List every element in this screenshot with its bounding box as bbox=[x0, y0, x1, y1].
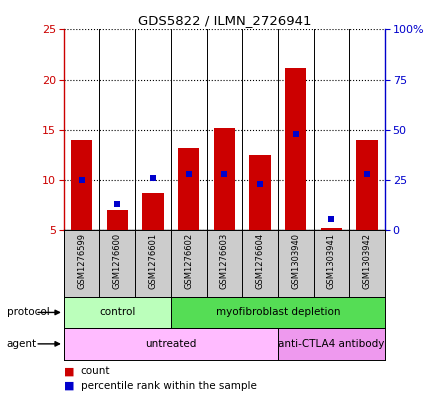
Point bbox=[292, 130, 299, 137]
Text: protocol: protocol bbox=[7, 307, 49, 318]
Text: anti-CTLA4 antibody: anti-CTLA4 antibody bbox=[278, 339, 385, 349]
Point bbox=[363, 171, 370, 177]
Text: GSM1303940: GSM1303940 bbox=[291, 233, 300, 289]
Title: GDS5822 / ILMN_2726941: GDS5822 / ILMN_2726941 bbox=[138, 14, 311, 27]
Text: GSM1276602: GSM1276602 bbox=[184, 233, 193, 289]
Text: myofibroblast depletion: myofibroblast depletion bbox=[216, 307, 340, 318]
Point bbox=[257, 181, 264, 187]
Bar bbox=[142, 193, 164, 230]
Bar bbox=[178, 148, 199, 230]
Text: GSM1303942: GSM1303942 bbox=[363, 233, 372, 289]
Text: percentile rank within the sample: percentile rank within the sample bbox=[81, 381, 257, 391]
Bar bbox=[106, 210, 128, 230]
Point bbox=[221, 171, 228, 177]
Text: control: control bbox=[99, 307, 136, 318]
Text: agent: agent bbox=[7, 339, 37, 349]
Text: GSM1276600: GSM1276600 bbox=[113, 233, 122, 289]
Point bbox=[78, 176, 85, 183]
Bar bbox=[278, 328, 385, 360]
Bar bbox=[321, 228, 342, 230]
Text: ■: ■ bbox=[64, 366, 78, 376]
Text: GSM1276604: GSM1276604 bbox=[256, 233, 264, 289]
Bar bbox=[71, 140, 92, 230]
Bar bbox=[356, 140, 378, 230]
Point bbox=[150, 174, 157, 181]
Bar bbox=[214, 128, 235, 230]
Text: GSM1276599: GSM1276599 bbox=[77, 233, 86, 289]
Point bbox=[114, 201, 121, 207]
Text: GSM1276603: GSM1276603 bbox=[220, 233, 229, 290]
Bar bbox=[64, 297, 171, 328]
Text: count: count bbox=[81, 366, 110, 376]
Text: untreated: untreated bbox=[145, 339, 197, 349]
Bar bbox=[64, 328, 278, 360]
Point bbox=[328, 216, 335, 222]
Text: GSM1303941: GSM1303941 bbox=[327, 233, 336, 289]
Point bbox=[185, 171, 192, 177]
Bar bbox=[171, 297, 385, 328]
Text: ■: ■ bbox=[64, 381, 78, 391]
Text: GSM1276601: GSM1276601 bbox=[149, 233, 158, 289]
Bar bbox=[249, 155, 271, 230]
Bar bbox=[285, 68, 307, 230]
